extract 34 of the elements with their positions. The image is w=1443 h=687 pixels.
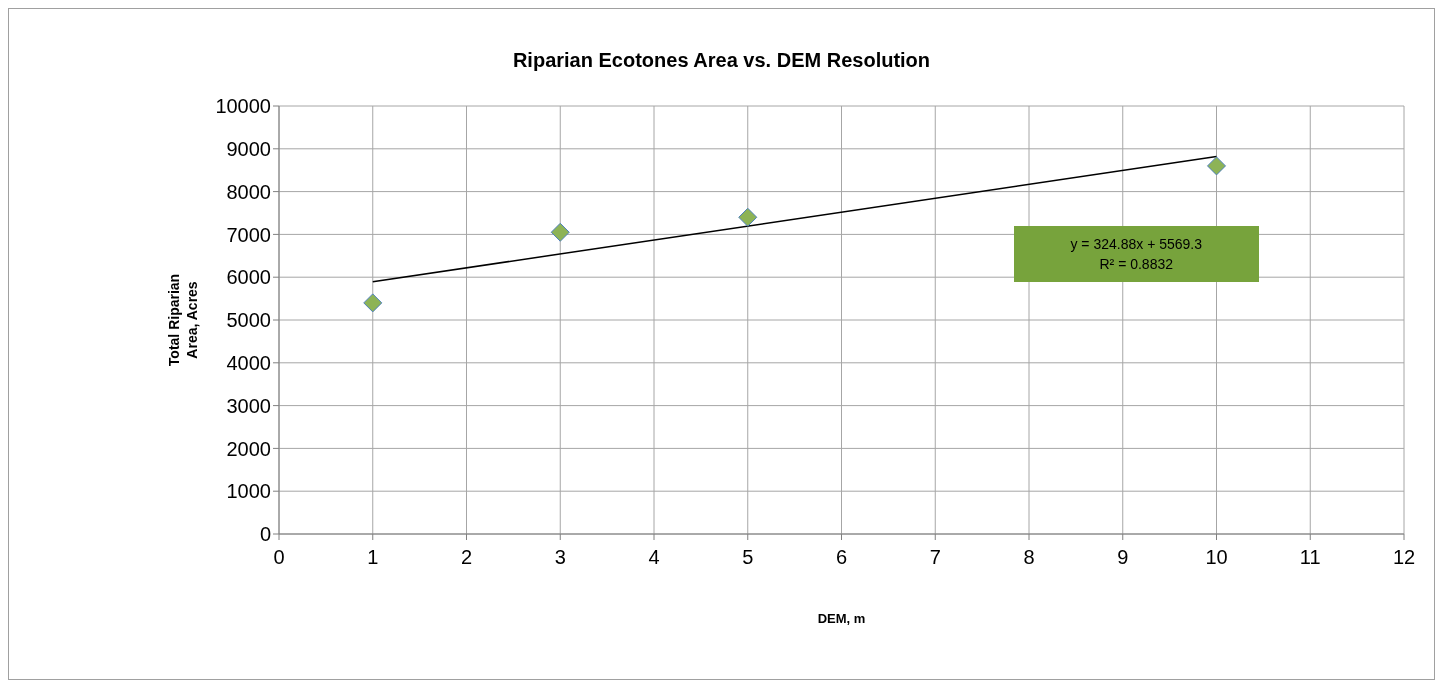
y-tick-label: 1000 bbox=[226, 480, 271, 503]
annotation: R² = 0.8832 bbox=[1098, 255, 1175, 274]
y-tick-label: 10000 bbox=[215, 95, 271, 118]
y-tick-label: 0 bbox=[259, 523, 271, 546]
x-tick-label: 7 bbox=[929, 546, 941, 569]
y-tick-label: 2000 bbox=[226, 437, 271, 460]
equation-box: y = 324.88x + 5569.3 R² = 0.8832 bbox=[1013, 226, 1259, 282]
x-tick-label: 12 bbox=[1392, 546, 1416, 569]
annotation: y = 324.88x + 5569.3 bbox=[1069, 235, 1204, 254]
y-tick-label: 6000 bbox=[226, 266, 271, 289]
chart-title: Riparian Ecotones Area vs. DEM Resolution bbox=[511, 49, 932, 72]
x-tick-label: 6 bbox=[835, 546, 848, 569]
point bbox=[363, 293, 383, 313]
x-tick-label: 10 bbox=[1205, 546, 1228, 569]
y-axis-title: Total Riparian Area, Acres bbox=[166, 273, 200, 367]
x-tick-label: 3 bbox=[554, 546, 566, 569]
x-tick-label: 11 bbox=[1299, 546, 1321, 569]
x-axis-title: DEM, m bbox=[817, 611, 866, 627]
point bbox=[1207, 156, 1226, 176]
x-tick-label: 4 bbox=[648, 546, 660, 569]
y-tick-label: 8000 bbox=[226, 180, 271, 203]
x-tick-label: 8 bbox=[1023, 546, 1035, 569]
x-tick-label: 2 bbox=[460, 546, 473, 569]
x-tick-label: 0 bbox=[273, 546, 285, 569]
x-tick-label: 5 bbox=[742, 546, 754, 569]
x-tick-label: 1 bbox=[367, 546, 379, 569]
y-tick-label: 3000 bbox=[226, 394, 271, 417]
y-tick-label: 9000 bbox=[226, 137, 271, 160]
y-tick-label: 4000 bbox=[226, 351, 271, 374]
y-tick-label: 5000 bbox=[226, 309, 271, 332]
y-tick-label: 7000 bbox=[226, 223, 271, 246]
x-tick-label: 9 bbox=[1117, 546, 1129, 569]
point bbox=[738, 207, 758, 227]
point bbox=[550, 222, 570, 242]
